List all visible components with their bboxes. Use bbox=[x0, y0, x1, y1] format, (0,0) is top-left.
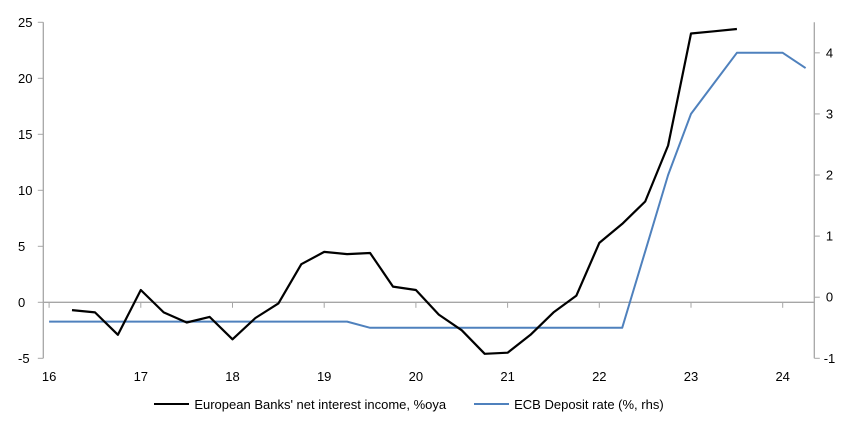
nii-line-swatch bbox=[154, 403, 190, 405]
y-axis-left-tick-label: 0 bbox=[18, 295, 25, 310]
x-axis-tick-label: 22 bbox=[592, 369, 606, 384]
y-axis-left-tick-label: 20 bbox=[18, 71, 32, 86]
x-axis-tick-label: 21 bbox=[500, 369, 514, 384]
y-axis-right-tick-label: 1 bbox=[826, 229, 833, 244]
x-axis-tick-label: 18 bbox=[225, 369, 239, 384]
y-axis-right-tick-label: 3 bbox=[826, 106, 833, 121]
series-line-ecb bbox=[49, 51, 807, 329]
x-axis-tick-label: 24 bbox=[775, 369, 789, 384]
legend-item-ecb: ECB Deposit rate (%, rhs) bbox=[474, 397, 664, 412]
y-axis-left-tick-label: 10 bbox=[18, 183, 32, 198]
ecb-line-swatch bbox=[474, 403, 510, 405]
chart-legend: European Banks' net interest income, %oy… bbox=[0, 394, 852, 414]
x-axis-tick-label: 16 bbox=[42, 369, 56, 384]
y-axis-right-tick-label: 0 bbox=[826, 290, 833, 305]
y-axis-right-tick-label: 2 bbox=[826, 168, 833, 183]
y-axis-left-tick-label: -5 bbox=[18, 351, 30, 366]
y-axis-left-tick-label: 15 bbox=[18, 127, 32, 142]
ecb-legend-label: ECB Deposit rate (%, rhs) bbox=[514, 396, 664, 412]
y-axis-left-tick-label: 5 bbox=[18, 239, 25, 254]
y-axis-right-tick-label: 4 bbox=[826, 45, 833, 60]
y-axis-left-tick-label: 25 bbox=[18, 15, 32, 30]
y-axis-right-tick-label: -1 bbox=[824, 351, 836, 366]
nii-legend-label: European Banks' net interest income, %oy… bbox=[194, 396, 447, 412]
legend-item-nii: European Banks' net interest income, %oy… bbox=[154, 397, 446, 412]
x-axis-tick-label: 19 bbox=[317, 369, 331, 384]
x-axis-tick-label: 20 bbox=[409, 369, 423, 384]
series-line-nii bbox=[71, 27, 738, 355]
x-axis-tick-label: 17 bbox=[134, 369, 148, 384]
x-axis-tick-label: 23 bbox=[684, 369, 698, 384]
